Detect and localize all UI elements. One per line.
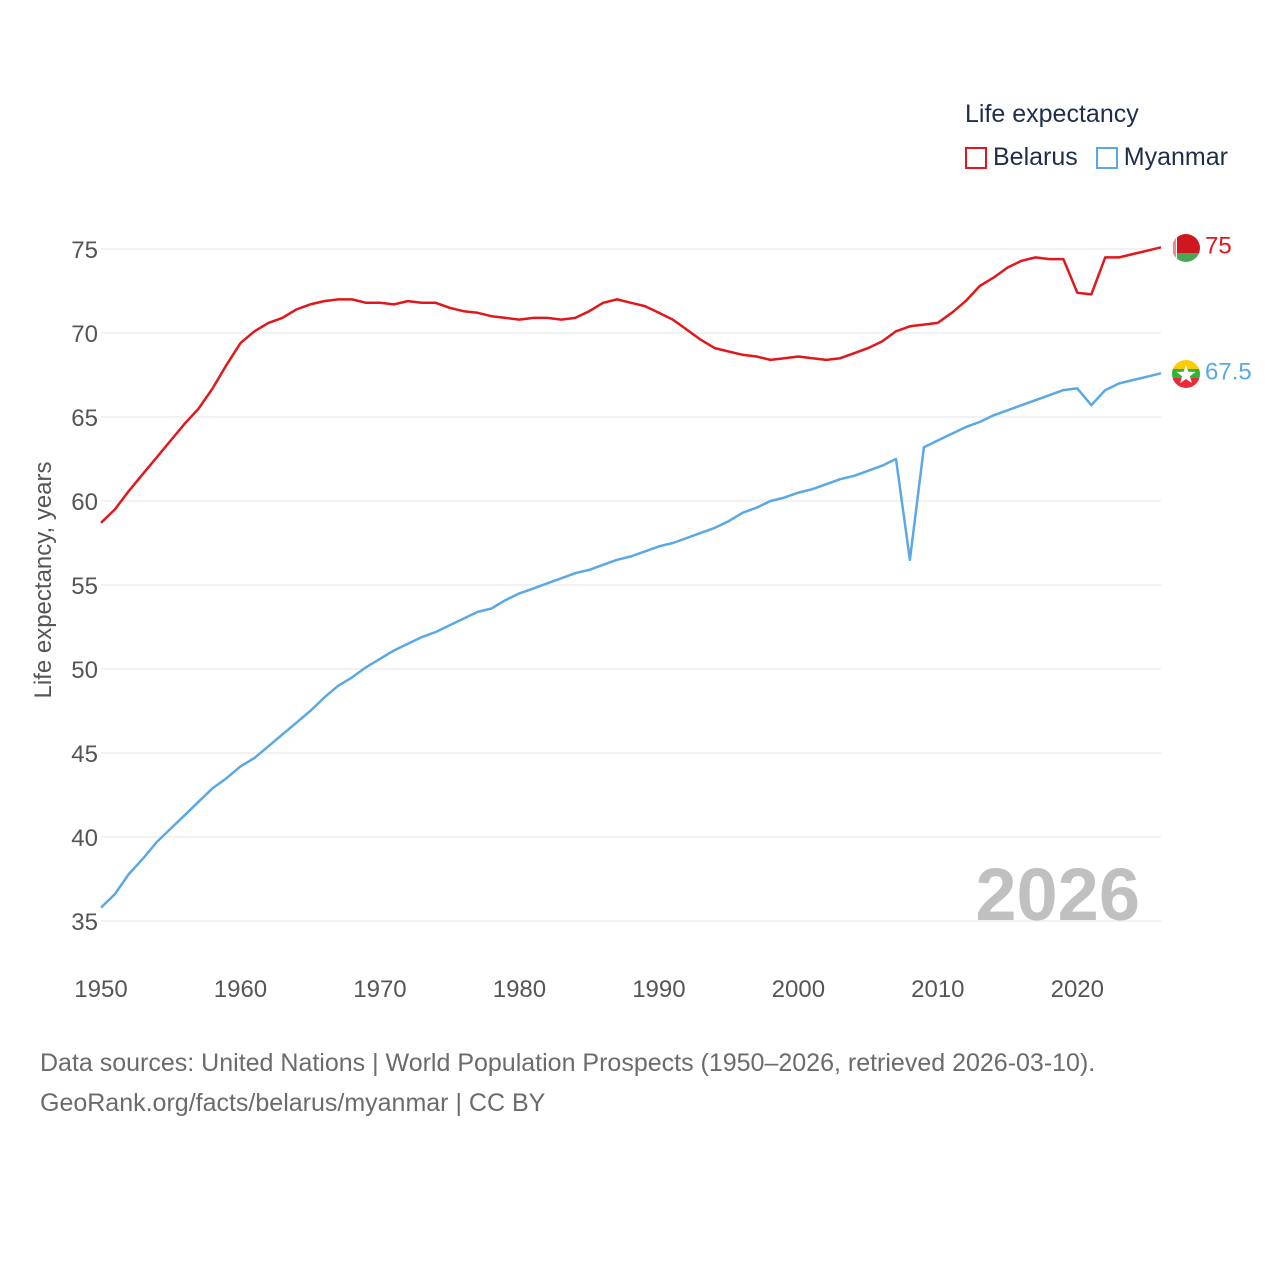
- legend-swatch-belarus: [965, 146, 987, 169]
- x-tick-label: 1950: [74, 976, 127, 1003]
- legend-item-belarus[interactable]: Belarus: [965, 143, 1078, 172]
- x-tick-label: 1990: [632, 976, 685, 1003]
- y-tick-label: 70: [71, 321, 98, 348]
- legend-label-belarus: Belarus: [993, 143, 1078, 171]
- data-source-text: Data sources: United Nations | World Pop…: [40, 1049, 1096, 1077]
- gridlines: [101, 248, 1161, 922]
- series-line-belarus: [100, 246, 1162, 524]
- legend-label-myanmar: Myanmar: [1123, 143, 1228, 171]
- legend-title: Life expectancy: [965, 100, 1139, 128]
- y-tick-label: 55: [71, 573, 98, 600]
- x-tick-label: 1960: [214, 976, 267, 1003]
- year-watermark: 2026: [975, 853, 1140, 936]
- line-chart: 35 40 45 50 55 60 65 70 75 1950 1960 1970 1980 1990 2…: [30, 232, 1252, 1003]
- end-label-belarus: 75: [1205, 232, 1232, 259]
- source-link[interactable]: GeoRank.org/facts/belarus/myanmar | CC B…: [40, 1089, 546, 1117]
- x-tick-label: 2020: [1051, 976, 1104, 1003]
- x-tick-label: 2000: [772, 976, 825, 1003]
- y-tick-label: 65: [71, 405, 98, 432]
- footer: Data sources: United Nations | World Pop…: [40, 1043, 1095, 1123]
- y-tick-label: 45: [71, 741, 98, 768]
- series-lines: [100, 246, 1162, 909]
- y-tick-label: 60: [71, 489, 98, 516]
- legend: Belarus Myanmar: [965, 143, 1246, 172]
- x-axis-ticks: 1950 1960 1970 1980 1990 2000 2010 2020: [74, 976, 1104, 1003]
- legend-item-myanmar[interactable]: Myanmar: [1095, 143, 1228, 172]
- y-tick-label: 50: [71, 657, 98, 684]
- y-tick-label: 75: [71, 237, 98, 264]
- series-line-myanmar: [100, 372, 1162, 909]
- end-label-myanmar: 67.5: [1205, 358, 1252, 385]
- myanmar-flag-icon: [1172, 360, 1200, 388]
- x-tick-label: 1970: [353, 976, 406, 1003]
- belarus-flag-icon: [1172, 234, 1200, 262]
- y-axis-title: Life expectancy, years: [30, 461, 57, 698]
- legend-swatch-myanmar: [1095, 146, 1118, 169]
- y-axis-ticks: 35 40 45 50 55 60 65 70 75: [71, 237, 98, 936]
- end-labels: 75 67.5: [1205, 232, 1252, 385]
- y-tick-label: 40: [71, 825, 98, 852]
- y-tick-label: 35: [71, 909, 98, 936]
- x-tick-label: 1980: [493, 976, 546, 1003]
- x-tick-label: 2010: [911, 976, 964, 1003]
